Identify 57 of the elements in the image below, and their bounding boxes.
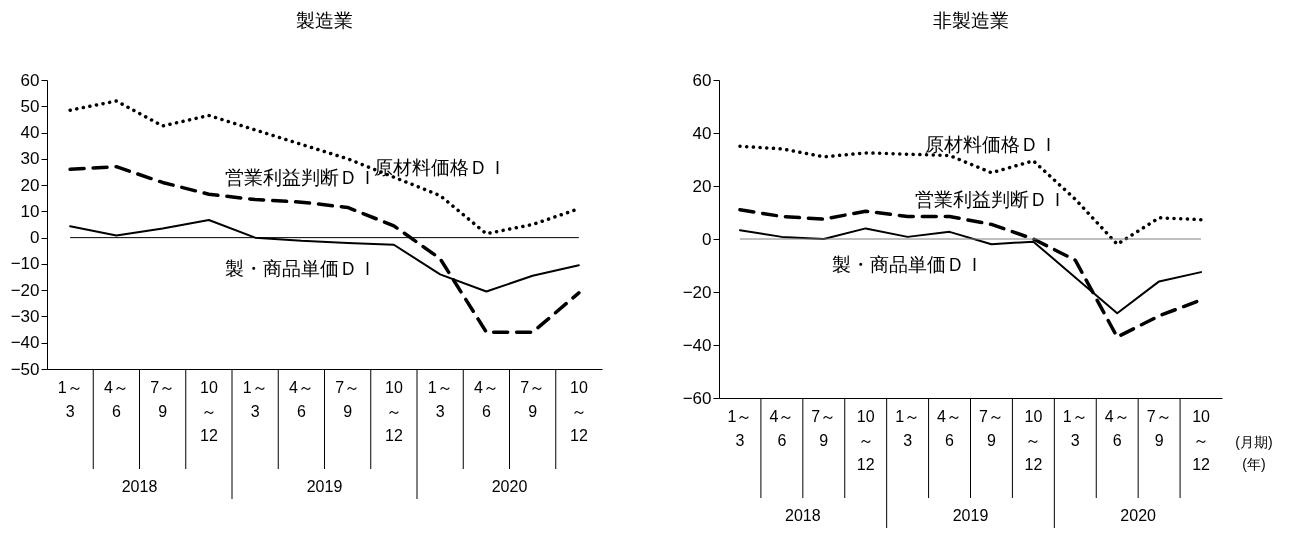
y-tick-label: −20 (682, 282, 712, 302)
y-tick-label: −50 (10, 359, 40, 379)
x-tick-label: 10～12 (384, 378, 403, 444)
y-tick-label: −30 (10, 306, 40, 326)
y-tick-label: 60 (20, 70, 40, 90)
y-tick-label: 30 (20, 149, 40, 169)
x-tick-label: 7～9 (520, 378, 546, 420)
text: 2020 (491, 478, 528, 495)
x-tick-label: 1～3 (895, 407, 921, 449)
x-tick-label: 7～9 (335, 378, 361, 420)
x-tick-label: 4～6 (1104, 407, 1130, 449)
y-tick-label: 0 (702, 229, 712, 249)
x-tick-label: 1～3 (727, 407, 753, 449)
x-tick-label: 7～9 (150, 378, 176, 420)
chart-title: 製造業 (296, 10, 353, 31)
y-tick-label: −60 (682, 388, 712, 408)
y-tick-label: −40 (10, 333, 40, 353)
y-tick-label: 60 (692, 70, 712, 90)
x-tick-label: 1～3 (242, 378, 268, 420)
text: 2020 (1120, 507, 1157, 524)
y-tick-label: 0 (30, 228, 40, 248)
x-tick-label: 1～3 (1062, 407, 1088, 449)
y-tick-label: −40 (682, 335, 712, 355)
x-tick-label: 7～9 (979, 407, 1004, 449)
x-tick-label: 4～6 (103, 378, 129, 420)
y-tick-label: 20 (20, 175, 40, 195)
text: 2018 (785, 507, 821, 524)
y-tick-label: 20 (692, 176, 712, 196)
text: (月期) (1235, 434, 1273, 450)
text: 2019 (306, 478, 343, 495)
series-label: 製・商品単価ＤＩ (831, 253, 984, 275)
x-tick-label: 1～3 (427, 378, 453, 420)
series-label: 原材料価格ＤＩ (924, 133, 1058, 155)
y-tick-label: 40 (20, 123, 40, 143)
chart-title: 非製造業 (932, 10, 1009, 31)
text: 2019 (952, 507, 989, 524)
text: 2018 (121, 478, 158, 495)
y-tick-label: 40 (692, 123, 712, 143)
text: (年) (1242, 456, 1266, 472)
series-label: 営業利益判断ＤＩ (915, 189, 1068, 211)
x-tick-label: 4～6 (937, 407, 962, 449)
y-tick-label: 10 (20, 201, 40, 221)
x-tick-label: 4～6 (769, 407, 795, 449)
x-tick-label: 10～12 (199, 378, 218, 444)
y-tick-label: −10 (10, 254, 40, 274)
x-tick-label: 10～12 (569, 378, 588, 444)
x-tick-label: 7～9 (1146, 407, 1172, 449)
x-tick-label: 7～9 (811, 407, 837, 449)
y-tick-label: −20 (10, 280, 40, 300)
x-tick-label: 10～12 (1024, 407, 1043, 473)
y-tick-label: 50 (20, 96, 40, 116)
x-tick-label: 4～6 (473, 378, 499, 420)
x-tick-label: 1～3 (57, 378, 83, 420)
series-label: 製・商品単価ＤＩ (225, 257, 378, 279)
x-tick-label: 10～12 (856, 407, 875, 473)
x-tick-label: 10～12 (1192, 407, 1211, 473)
x-tick-label: 4～6 (288, 378, 314, 420)
